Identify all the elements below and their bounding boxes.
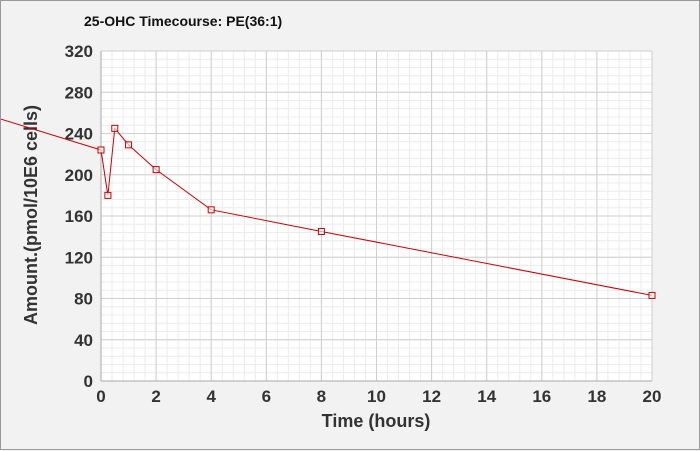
x-tick-label: 6 [262,387,271,406]
x-tick-label: 2 [151,387,160,406]
data-point [111,124,119,132]
series-layer [1,118,656,299]
axes [100,51,652,382]
x-tick-label: 10 [367,387,386,406]
y-tick-label: 40 [74,331,93,350]
x-tick-label: 16 [532,387,551,406]
chart-title: 25-OHC Timecourse: PE(36:1) [84,13,282,29]
x-tick-label: 0 [96,387,105,406]
x-tick-label: 20 [643,387,662,406]
y-tick-labels: 0 40 80 120 160 200 240 280 320 [65,42,93,391]
x-tick-label: 4 [206,387,216,406]
y-tick-label: 240 [65,125,93,144]
y-tick-label: 80 [74,290,93,309]
data-point [104,191,112,199]
data-point [317,227,325,235]
x-tick-label: 14 [477,387,496,406]
y-tick-label: 160 [65,207,93,226]
y-tick-label: 0 [84,372,93,391]
data-point [648,291,656,299]
x-tick-label: 18 [587,387,606,406]
data-point [125,141,133,149]
y-tick-label: 120 [65,248,93,267]
major-grid [100,50,653,382]
y-tick-label: 280 [65,83,93,102]
y-tick-label: 200 [65,166,93,185]
x-tick-label: 12 [422,387,441,406]
series-line [100,127,653,296]
trend-line [1,118,102,151]
y-axis-label: Amount.(pmol/10E6 cells) [21,105,41,325]
x-axis-label: Time (hours) [322,411,431,431]
x-tick-labels: 0 2 4 6 8 10 12 14 16 18 20 [96,387,661,406]
data-point [97,146,105,154]
data-point [207,206,215,214]
x-tick-label: 8 [317,387,326,406]
data-point [152,166,160,174]
y-tick-label: 320 [65,42,93,61]
